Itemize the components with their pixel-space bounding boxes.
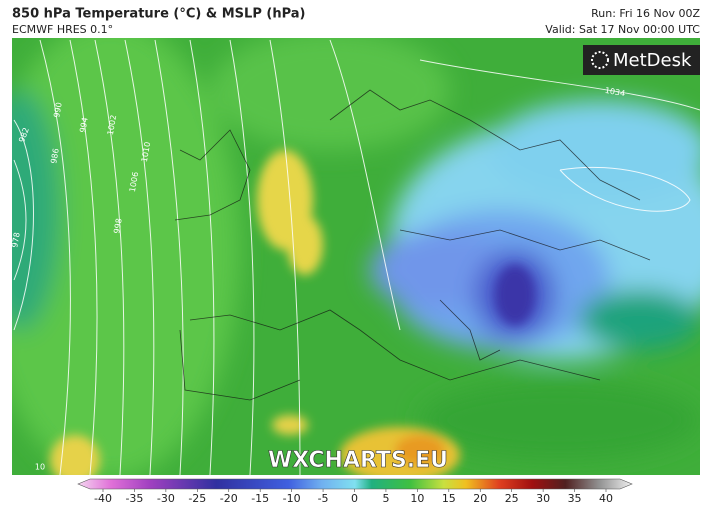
- logo-box: [583, 45, 700, 75]
- valid: Valid: Sat 17 Nov 00:00 UTC: [545, 23, 700, 36]
- isobar-label: 994: [78, 117, 90, 134]
- isobar-label: 1010: [140, 141, 152, 163]
- colorbar-tick-label: 40: [599, 492, 613, 505]
- run: Run: Fri 16 Nov 00Z: [591, 7, 700, 20]
- colorbar-tick-label: -20: [220, 492, 238, 505]
- colorbar-tick-label: 35: [568, 492, 582, 505]
- map: [12, 38, 700, 475]
- colorbar-tick-label: 0: [351, 492, 358, 505]
- watermark: WXCHARTS.EU: [268, 448, 448, 473]
- isobar-label: 1006: [128, 171, 140, 193]
- colorbar-tick-label: -5: [318, 492, 329, 505]
- colorbar-tick-label: 30: [536, 492, 550, 505]
- model: ECMWF HRES 0.1°: [12, 23, 113, 36]
- title: 850 hPa Temperature (°C) & MSLP (hPa): [12, 7, 305, 22]
- colorbar-tick-label: -40: [94, 492, 112, 505]
- isobar-label: 998: [112, 218, 124, 235]
- colorbar-tick-label: 5: [382, 492, 389, 505]
- isobar-label: 990: [52, 102, 64, 119]
- colorbar-tick-label: 25: [505, 492, 519, 505]
- isobar-label: 10: [35, 463, 45, 472]
- logo-icon: [591, 51, 609, 69]
- isobar-label: 1002: [106, 114, 118, 136]
- isobar-label: 978: [10, 232, 22, 249]
- colorbar-tick-label: 10: [410, 492, 424, 505]
- isobar-label: 1034: [604, 86, 626, 98]
- logo: MetDesk: [613, 50, 692, 71]
- colorbar-tick-label: -15: [251, 492, 269, 505]
- isobar-label: 986: [49, 148, 61, 165]
- colorbar-tick-label: -10: [283, 492, 301, 505]
- colorbar-tick-label: 20: [473, 492, 487, 505]
- colorbar-tick-label: -30: [157, 492, 175, 505]
- colorbar-tick-label: -35: [125, 492, 143, 505]
- colorbar-tick-label: 15: [442, 492, 456, 505]
- colorbar-tick-label: -25: [188, 492, 206, 505]
- colorbar: [77, 478, 633, 490]
